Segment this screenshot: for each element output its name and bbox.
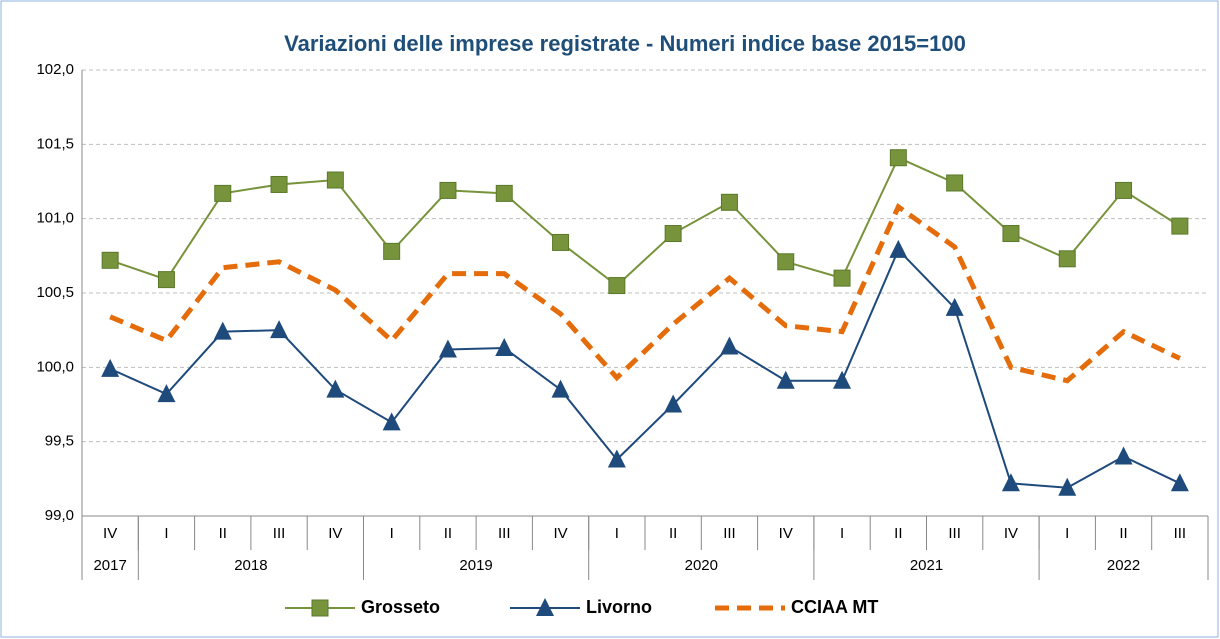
y-tick-label: 99,0 <box>45 507 74 524</box>
data-point <box>326 171 344 189</box>
y-tick-label: 101,0 <box>36 210 74 227</box>
x-tick-label: IV <box>103 525 117 542</box>
data-point <box>101 358 120 377</box>
legend-marker <box>311 599 329 617</box>
x-tick-label: IV <box>1004 525 1018 542</box>
data-point <box>383 242 401 260</box>
data-point <box>720 193 738 211</box>
legend-label: CCIAA MT <box>791 597 878 617</box>
data-point <box>1114 446 1133 465</box>
x-tick-label: I <box>1065 525 1069 542</box>
data-point <box>495 184 513 202</box>
data-point <box>326 379 345 398</box>
year-label: 2019 <box>459 557 492 574</box>
y-tick-label: 102,0 <box>36 61 74 78</box>
x-tick-label: IV <box>779 525 793 542</box>
series-line <box>109 202 1181 384</box>
y-tick-label: 99,5 <box>45 433 74 450</box>
year-label: 2020 <box>685 557 718 574</box>
x-tick-label: II <box>1119 525 1127 542</box>
x-tick-label: I <box>615 525 619 542</box>
x-tick-label: III <box>498 525 511 542</box>
legend-label: Grosseto <box>361 597 440 617</box>
data-point <box>552 233 570 251</box>
data-point <box>945 297 964 316</box>
x-tick-label: II <box>444 525 452 542</box>
data-point <box>720 336 739 355</box>
x-tick-label: II <box>894 525 902 542</box>
x-tick-label: I <box>840 525 844 542</box>
data-point <box>777 253 795 271</box>
series-line <box>109 156 1181 287</box>
data-point <box>607 449 626 468</box>
year-label: 2021 <box>910 557 943 574</box>
y-tick-label: 100,0 <box>36 358 74 375</box>
data-point <box>664 394 683 413</box>
data-point <box>1170 473 1189 492</box>
year-label: 2018 <box>234 557 267 574</box>
data-point <box>270 175 288 193</box>
x-tick-label: I <box>390 525 394 542</box>
legend-label: Livorno <box>586 597 652 617</box>
series-line <box>109 248 1181 489</box>
x-tick-label: I <box>164 525 168 542</box>
x-tick-label: III <box>723 525 736 542</box>
data-point <box>1115 181 1133 199</box>
data-point <box>270 320 289 339</box>
data-point <box>157 384 176 403</box>
x-tick-label: III <box>948 525 961 542</box>
data-point <box>833 269 851 287</box>
x-tick-label: III <box>1174 525 1187 542</box>
data-point <box>833 370 852 389</box>
data-point <box>213 321 232 340</box>
chart-title: Variazioni delle imprese registrate - Nu… <box>284 31 966 56</box>
data-point <box>157 271 175 289</box>
data-point <box>1001 473 1020 492</box>
data-point <box>1002 225 1020 243</box>
y-tick-label: 100,5 <box>36 284 74 301</box>
year-label: 2017 <box>93 557 126 574</box>
data-point <box>551 379 570 398</box>
data-point <box>889 149 907 167</box>
data-point <box>946 174 964 192</box>
data-point <box>608 277 626 295</box>
data-point <box>664 225 682 243</box>
data-point <box>889 239 908 258</box>
x-tick-label: IV <box>553 525 567 542</box>
data-point <box>776 370 795 389</box>
data-point <box>101 251 119 269</box>
x-tick-label: II <box>219 525 227 542</box>
x-tick-label: IV <box>328 525 342 542</box>
data-point <box>1058 477 1077 496</box>
data-point <box>214 184 232 202</box>
data-point <box>1058 250 1076 268</box>
data-point <box>439 181 457 199</box>
data-point <box>495 338 514 357</box>
x-tick-label: III <box>273 525 286 542</box>
x-tick-label: II <box>669 525 677 542</box>
y-tick-label: 101,5 <box>36 135 74 152</box>
data-point <box>438 339 457 358</box>
data-point <box>382 412 401 431</box>
legend-marker <box>536 598 554 616</box>
data-point <box>1171 217 1189 235</box>
year-label: 2022 <box>1107 557 1140 574</box>
